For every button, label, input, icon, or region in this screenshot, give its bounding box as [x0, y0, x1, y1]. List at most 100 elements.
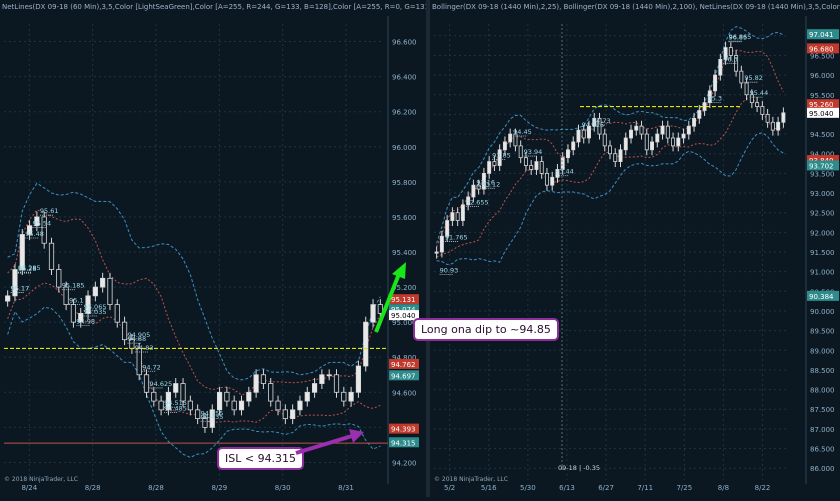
right-chart-header: Bollinger(DX 09-18 (1440 Min),2,25), Bol… — [432, 3, 840, 11]
candle-body — [529, 165, 534, 170]
candle-body — [665, 125, 670, 139]
candle-body — [550, 176, 555, 186]
candle-body — [290, 409, 296, 420]
candle-body — [304, 391, 310, 402]
candle-body — [434, 251, 439, 254]
axis-price-tag-label: 95.260 — [809, 101, 834, 109]
level-label: 93.16 — [476, 179, 495, 187]
candle-body — [48, 242, 55, 270]
candle-body — [445, 220, 450, 237]
axis-price-tag — [389, 437, 419, 448]
axis-price-tag-label: 93.702 — [809, 162, 834, 170]
candle-body — [671, 137, 676, 147]
y-tick-label: 94.800 — [392, 354, 417, 362]
level-label: 94.98 — [76, 318, 95, 326]
x-tick-label: 8/24 — [21, 484, 37, 492]
y-tick-label: 95.400 — [392, 249, 417, 257]
candle-body — [660, 125, 665, 135]
axis-price-tag — [389, 294, 419, 305]
candle-body — [723, 47, 728, 60]
bollinger-lower-outer — [436, 132, 784, 266]
candle-body — [202, 418, 208, 428]
candle-body — [676, 137, 681, 147]
candle-body — [697, 110, 702, 119]
y-tick-label: 95.600 — [392, 214, 417, 222]
axis-price-tag — [807, 29, 839, 40]
level-label: 95.17 — [11, 284, 30, 292]
level-label: 94.73 — [592, 117, 611, 125]
x-tick-label: 7/11 — [637, 484, 653, 492]
isl-note: ISL < 94.315 — [217, 447, 305, 470]
candle-body — [56, 269, 62, 288]
candle-body — [539, 161, 544, 174]
axis-price-tag-label: 96.680 — [809, 45, 834, 53]
candle-body — [692, 117, 697, 127]
candle-body — [209, 409, 215, 428]
level-label: 94.88 — [128, 335, 147, 343]
candle-body — [455, 212, 460, 221]
axis-price-tag — [807, 160, 839, 171]
axis-price-tag — [807, 43, 839, 54]
candle-body — [518, 145, 523, 159]
y-tick-label: 95.200 — [392, 284, 417, 292]
y-tick-label: 92.000 — [810, 229, 835, 237]
x-tick-label: 8/28 — [85, 484, 101, 492]
candle-body — [311, 383, 318, 393]
candle-body — [739, 70, 744, 84]
candle-body — [466, 196, 471, 206]
y-tick-label: 96.500 — [810, 52, 835, 60]
axis-price-tag-label: 97.041 — [809, 31, 834, 39]
candle-body — [686, 125, 691, 135]
level-label: 93.94 — [524, 148, 543, 156]
long-dip-note: Long ona dip to ~94.85 — [413, 318, 559, 341]
crosshair-label: 09-18 | -0.35 — [558, 464, 600, 472]
panel-divider[interactable] — [426, 0, 430, 497]
candle-body — [592, 117, 597, 127]
level-label: 92.655 — [466, 199, 489, 207]
right-chart-panel: Bollinger(DX 09-18 (1440 Min),2,25), Bol… — [430, 0, 840, 497]
candle-body — [634, 125, 639, 131]
candle-body — [534, 161, 539, 170]
candle-body — [497, 149, 502, 166]
x-tick-label: 8/28 — [148, 484, 164, 492]
y-tick-label: 96.600 — [392, 39, 417, 47]
candle-body — [238, 400, 245, 411]
candle-body — [749, 94, 754, 104]
candle-body — [755, 102, 760, 107]
y-tick-label: 94.500 — [810, 131, 835, 139]
candle-body — [523, 157, 528, 166]
y-tick-label: 96.000 — [810, 72, 835, 80]
level-label: 95.185 — [62, 282, 85, 290]
x-tick-label: 8/22 — [755, 484, 771, 492]
axis-price-tag-label: 94.315 — [391, 439, 416, 447]
candle-body — [718, 58, 723, 76]
y-tick-label: 93.500 — [810, 170, 835, 178]
candle-body — [143, 374, 150, 393]
level-label: 95.54 — [33, 219, 52, 227]
candle-body — [492, 161, 497, 166]
level-label: 95.48 — [25, 230, 44, 238]
candle-body — [502, 141, 507, 151]
candle-body — [581, 129, 586, 139]
level-label: 95.285 — [18, 264, 41, 272]
candle-body — [173, 383, 179, 393]
bollinger-lower-outer — [7, 306, 381, 458]
y-tick-label: 95.500 — [810, 92, 835, 100]
candle-body — [180, 383, 186, 402]
candle-body — [341, 391, 347, 402]
bollinger-lower-inner — [7, 282, 381, 423]
candle-body — [471, 184, 476, 198]
y-tick-label: 93.000 — [810, 190, 835, 198]
candle-body — [460, 204, 465, 221]
candle-body — [363, 321, 369, 367]
level-label: 94.72 — [142, 363, 161, 371]
candle-body — [19, 234, 25, 270]
y-tick-label: 88.000 — [810, 387, 835, 395]
candle-body — [333, 374, 340, 393]
candle-body — [70, 304, 77, 323]
axis-price-tag — [389, 310, 419, 321]
level-label: 94.83 — [135, 344, 154, 352]
candle-body — [268, 383, 274, 402]
candle-body — [246, 391, 252, 402]
candle-body — [608, 145, 612, 155]
